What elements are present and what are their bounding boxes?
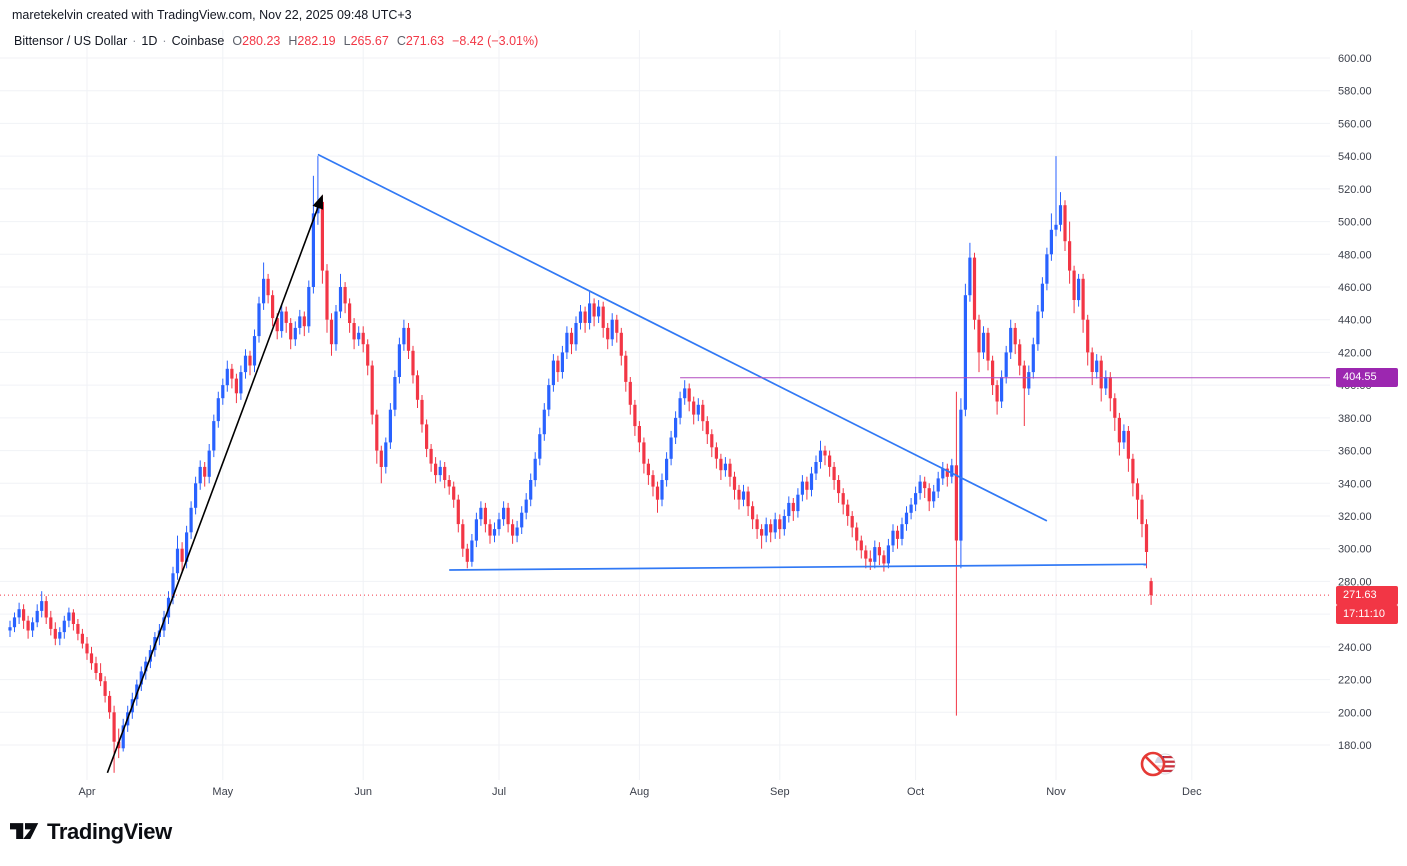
low-label: L: [343, 34, 351, 48]
svg-text:Jun: Jun: [354, 786, 372, 798]
trendline-drawings[interactable]: [0, 153, 1330, 774]
impulse-trendline: [106, 194, 324, 774]
svg-text:420.00: 420.00: [1338, 347, 1372, 359]
tradingview-mark-icon: [10, 823, 39, 840]
grid: [0, 30, 1330, 780]
svg-text:280.00: 280.00: [1338, 576, 1372, 588]
svg-text:360.00: 360.00: [1338, 446, 1372, 458]
countdown-badge: 17:11:10: [1336, 605, 1398, 625]
tradingview-logo[interactable]: TradingView: [10, 819, 172, 845]
svg-text:220.00: 220.00: [1338, 675, 1372, 687]
tradingview-wordmark: TradingView: [47, 819, 172, 844]
last-price-badge[interactable]: 271.63: [1336, 585, 1398, 605]
high-value: 282.19: [297, 34, 336, 48]
no-us-flag-sticker[interactable]: [1140, 748, 1178, 785]
svg-text:520.00: 520.00: [1338, 184, 1372, 196]
svg-text:Dec: Dec: [1182, 786, 1202, 798]
svg-text:380.00: 380.00: [1338, 413, 1372, 425]
svg-text:560.00: 560.00: [1338, 118, 1372, 130]
svg-text:240.00: 240.00: [1338, 642, 1372, 654]
high-label: H: [288, 34, 298, 48]
svg-text:Nov: Nov: [1046, 786, 1066, 798]
svg-text:600.00: 600.00: [1338, 53, 1372, 65]
svg-text:300.00: 300.00: [1338, 544, 1372, 556]
separator: ·: [132, 34, 137, 48]
horizontal-support-line: [449, 563, 1147, 571]
change-value: −8.42 (−3.01%): [452, 34, 539, 48]
svg-text:200.00: 200.00: [1338, 707, 1372, 719]
svg-text:500.00: 500.00: [1338, 217, 1372, 229]
interval-label: 1D: [141, 34, 158, 48]
svg-text:540.00: 540.00: [1338, 151, 1372, 163]
no-us-flag-icon: [1140, 751, 1176, 777]
svg-text:Oct: Oct: [907, 786, 924, 798]
svg-text:Jul: Jul: [492, 786, 506, 798]
price-scale[interactable]: 600.00 580.00 560.00 540.00 520.00 500.00 480.…: [1338, 53, 1372, 752]
svg-text:180.00: 180.00: [1338, 740, 1372, 752]
separator: ·: [162, 34, 167, 48]
open-value: 280.23: [242, 34, 281, 48]
close-label: C: [396, 34, 406, 48]
svg-text:Aug: Aug: [630, 786, 650, 798]
open-label: O: [232, 34, 243, 48]
candles-series: [8, 156, 1153, 773]
svg-text:May: May: [212, 786, 233, 798]
svg-text:460.00: 460.00: [1338, 282, 1372, 294]
symbol-title: Bittensor / US Dollar: [14, 34, 128, 48]
exchange-label: Coinbase: [171, 34, 225, 48]
svg-text:Apr: Apr: [78, 786, 95, 798]
descending-trendline: [317, 153, 1048, 522]
symbol-legend[interactable]: Bittensor / US Dollar · 1D · Coinbase O280.23…: [14, 34, 538, 48]
close-value: 271.63: [405, 34, 445, 48]
level-badge[interactable]: 404.55: [1336, 368, 1398, 388]
attribution: maretekelvin created with TradingView.co…: [12, 8, 412, 22]
svg-text:480.00: 480.00: [1338, 249, 1372, 261]
svg-text:580.00: 580.00: [1338, 86, 1372, 98]
svg-text:320.00: 320.00: [1338, 511, 1372, 523]
svg-text:440.00: 440.00: [1338, 315, 1372, 327]
time-scale[interactable]: Apr May Jun Jul Aug Sep Oct Nov Dec: [78, 786, 1202, 798]
svg-text:340.00: 340.00: [1338, 478, 1372, 490]
low-value: 265.67: [350, 34, 389, 48]
svg-text:Sep: Sep: [770, 786, 790, 798]
